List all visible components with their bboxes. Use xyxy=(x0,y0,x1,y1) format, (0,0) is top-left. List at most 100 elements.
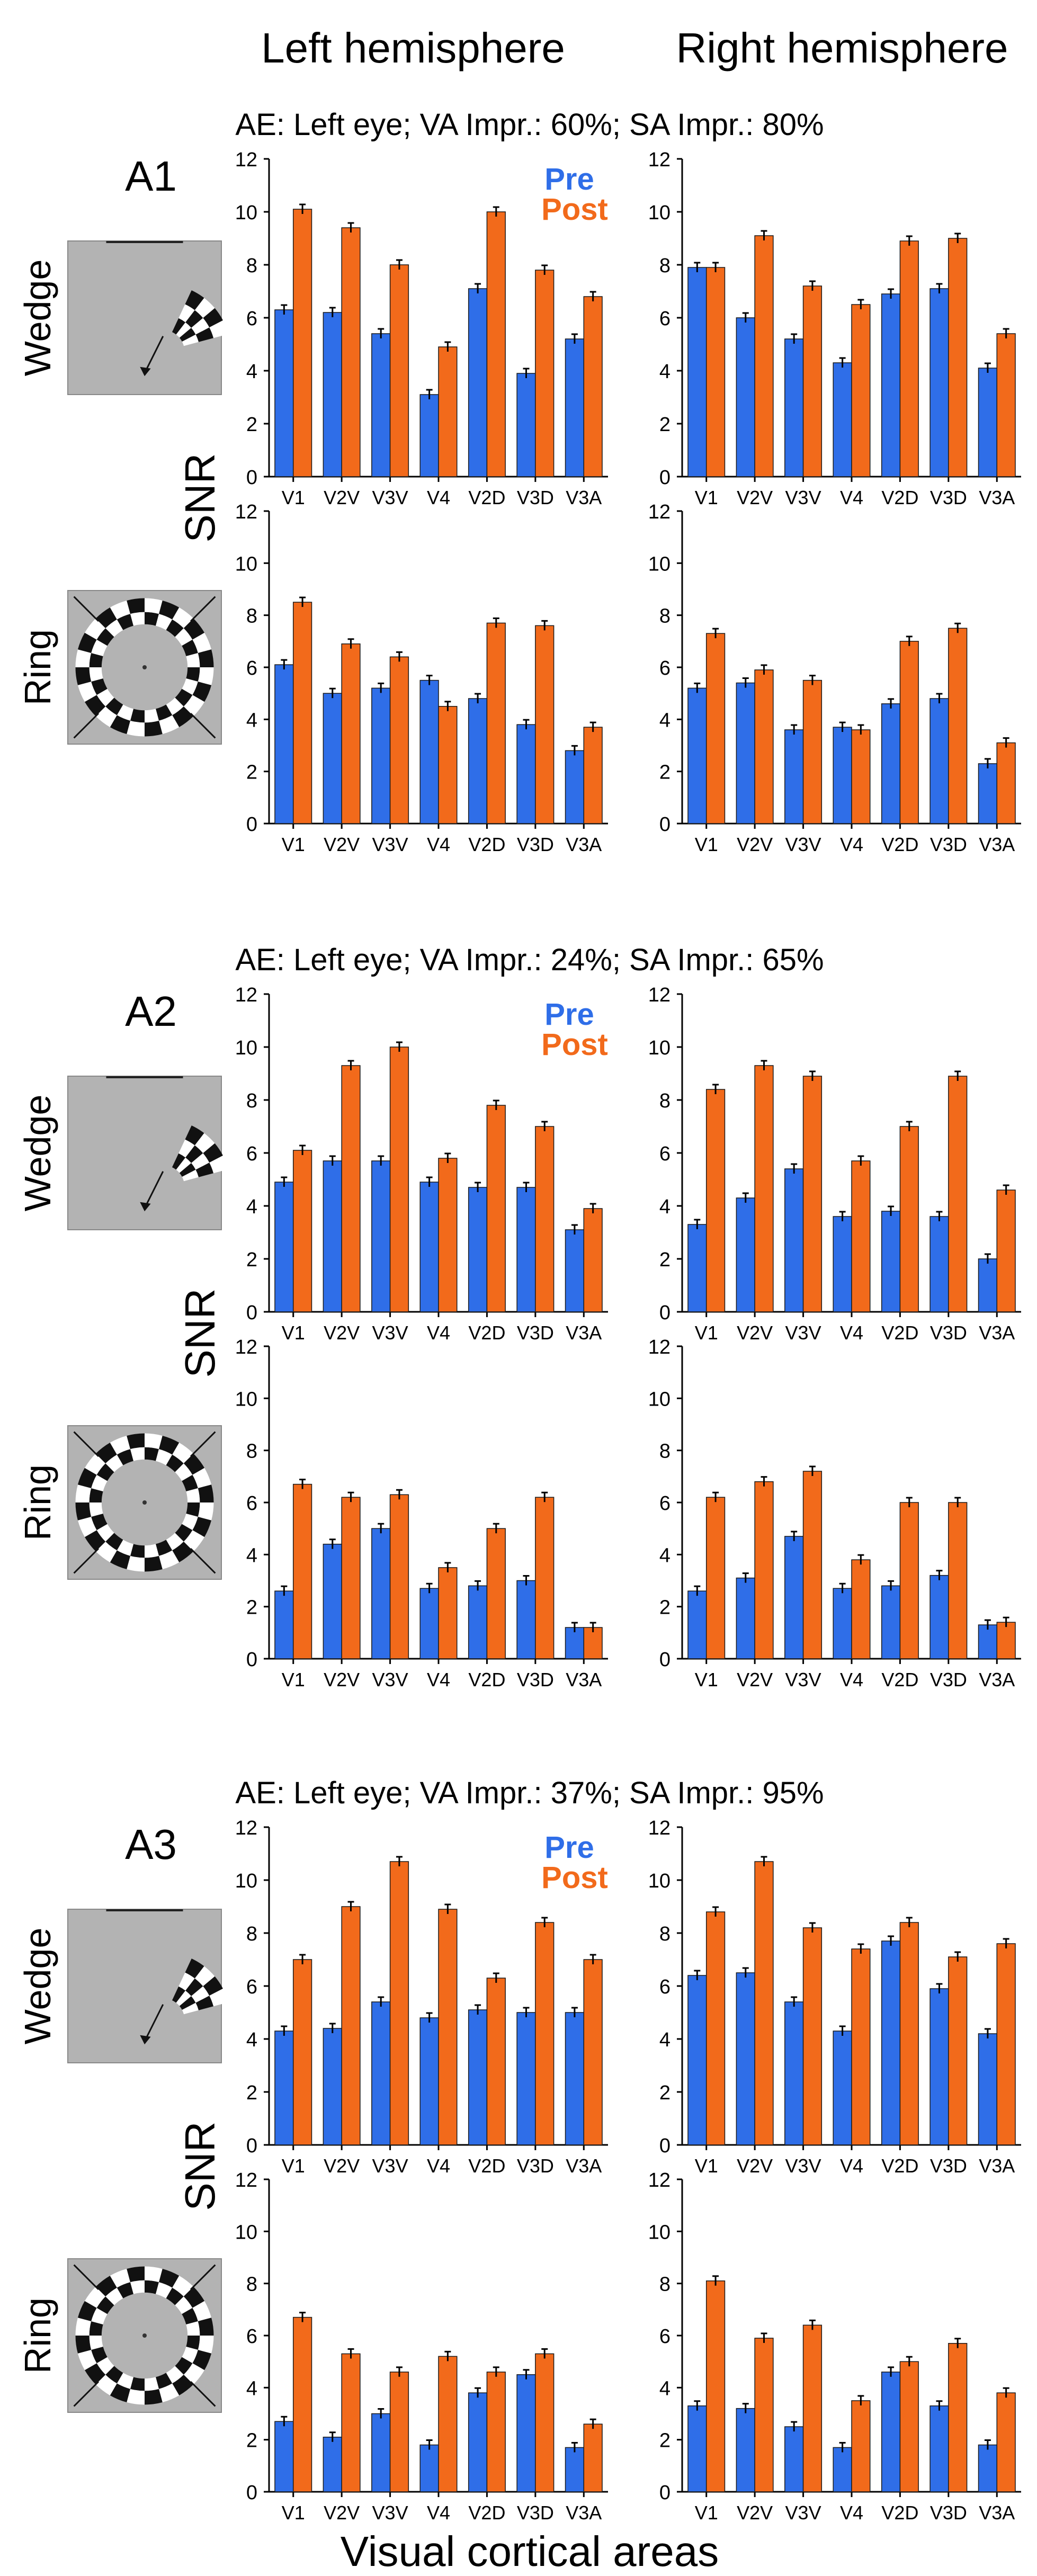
ring-check xyxy=(192,1468,212,1488)
y-tick-label: 2 xyxy=(659,762,671,784)
ring-check xyxy=(105,2287,123,2305)
bar-post-V2D xyxy=(899,1502,919,1659)
y-tick-label: 4 xyxy=(246,2029,257,2051)
ring-check xyxy=(96,1463,114,1481)
bar-pre-V3A xyxy=(978,2033,998,2145)
ring-checkerboard-icon xyxy=(67,590,222,745)
ring-check xyxy=(175,1524,193,1542)
ring-check xyxy=(183,1453,205,1475)
bar-pre-V1 xyxy=(274,2031,294,2145)
y-tick-label: 10 xyxy=(648,1388,671,1410)
legend-pre: Pre xyxy=(544,1830,594,1865)
ring-check xyxy=(159,715,180,735)
bar-pre-V4 xyxy=(419,1182,439,1312)
bar-pre-V2V xyxy=(736,2408,755,2492)
bar-post-V1 xyxy=(292,1483,312,1659)
ring-check xyxy=(95,607,117,629)
ring-check xyxy=(95,2275,117,2297)
y-tick-label: 6 xyxy=(659,2325,671,2348)
ring-check xyxy=(117,704,133,721)
ring-check xyxy=(145,2266,163,2283)
y-tick-label: 10 xyxy=(235,553,257,575)
bar-pre-V3V xyxy=(784,2426,804,2492)
bar-pre-V1 xyxy=(687,1975,707,2145)
y-tick-label: 4 xyxy=(246,1196,257,1218)
y-tick-label: 4 xyxy=(659,709,671,731)
ring-check xyxy=(75,649,92,667)
y-tick-label: 8 xyxy=(659,1441,671,1463)
x-tick-label-V2D: V2D xyxy=(468,834,505,855)
wedge-arrow xyxy=(144,2004,164,2042)
x-tick-label-V1: V1 xyxy=(695,1322,718,1344)
ring-check xyxy=(89,667,103,682)
ring-check xyxy=(192,632,212,653)
bar-post-V1 xyxy=(292,209,312,477)
ring-check xyxy=(175,2296,193,2314)
bar-pre-V3D xyxy=(516,373,536,477)
y-tick-label: 4 xyxy=(659,361,671,383)
bar-pre-V2V xyxy=(736,317,755,477)
x-tick-label-V4: V4 xyxy=(427,2502,450,2524)
bar-pre-V4 xyxy=(833,727,852,824)
y-tick-label: 12 xyxy=(648,149,671,171)
bar-post-V2V xyxy=(341,227,361,477)
y-tick-label: 10 xyxy=(235,1037,257,1059)
bar-pre-V2D xyxy=(468,2392,488,2492)
bar-post-V2D xyxy=(486,622,506,824)
x-tick-label-V3V: V3V xyxy=(372,834,408,855)
bar-post-V4 xyxy=(438,1158,458,1312)
x-tick-label-V3V: V3V xyxy=(372,2155,408,2177)
x-tick-label-V3V: V3V xyxy=(372,487,408,508)
ring-check xyxy=(172,1541,194,1563)
x-tick-label-V2V: V2V xyxy=(737,1322,773,1344)
wedge-checkerboard-icon xyxy=(67,1909,229,2063)
bar-pre-V3V xyxy=(371,2413,391,2492)
y-tick-label: 6 xyxy=(246,2325,257,2348)
row-label-ring: Ring xyxy=(17,629,58,705)
x-tick-label-V2D: V2D xyxy=(881,487,918,508)
x-tick-label-V3D: V3D xyxy=(930,1322,967,1344)
ring-check xyxy=(130,1544,145,1558)
bar-post-V2V xyxy=(341,1906,361,2145)
panel-wedge-right: 0 2 4 6 8 10 12 V1 V2V V3V V4 V2D V3D V3A xyxy=(648,984,1021,1344)
y-tick-label: 12 xyxy=(648,501,671,523)
ring-check xyxy=(77,1517,97,1537)
header-left-hemisphere: Left hemisphere xyxy=(261,24,565,71)
ring-check xyxy=(156,1449,173,1465)
bar-pre-V3D xyxy=(516,2012,536,2145)
wedge-arrowhead xyxy=(140,2035,151,2045)
panel-wedge-left: 0 2 4 6 8 10 12 V1 V2V V3V V4 V2D V3D V3A xyxy=(235,1817,608,2177)
ring-check xyxy=(110,600,130,620)
y-tick-label: 0 xyxy=(246,467,257,489)
ring-check xyxy=(156,1540,173,1556)
wedge-check xyxy=(185,290,204,310)
ring-check xyxy=(145,709,159,723)
ring-checkerboard-icon xyxy=(67,2258,222,2413)
legend-pre: Pre xyxy=(544,162,594,196)
x-tick-label-V3D: V3D xyxy=(930,2155,967,2177)
x-tick-label-V3D: V3D xyxy=(517,1322,554,1344)
y-tick-label: 12 xyxy=(235,1336,257,1358)
wedge-check xyxy=(182,1169,199,1182)
ring-check xyxy=(198,1484,214,1502)
ring-check xyxy=(89,1502,103,1517)
bar-post-V3D xyxy=(948,628,968,824)
wedge-check xyxy=(185,1978,203,1997)
ring-check xyxy=(84,618,106,640)
panel-ring-left: 0 2 4 6 8 10 12 V1 V2V V3V V4 V2D V3D V3A xyxy=(235,501,608,855)
ring-check xyxy=(145,1555,163,1572)
y-tick-label: 2 xyxy=(659,2082,671,2104)
bar-pre-V3V xyxy=(784,1168,804,1312)
wedge-arrow xyxy=(144,1171,164,1209)
bar-post-V3D xyxy=(948,1502,968,1659)
wedge-check xyxy=(191,318,210,335)
y-axis-title: SNR xyxy=(176,1289,224,1378)
row-label-wedge: Wedge xyxy=(17,1095,58,1212)
y-tick-label: 10 xyxy=(648,2221,671,2243)
x-tick-label-V2V: V2V xyxy=(737,2502,773,2524)
x-tick-label-V1: V1 xyxy=(695,1669,718,1690)
x-tick-label-V2V: V2V xyxy=(324,487,360,508)
bar-post-V3A xyxy=(996,1189,1016,1312)
legend-post: Post xyxy=(541,1861,608,1895)
ring-check xyxy=(159,1435,180,1455)
